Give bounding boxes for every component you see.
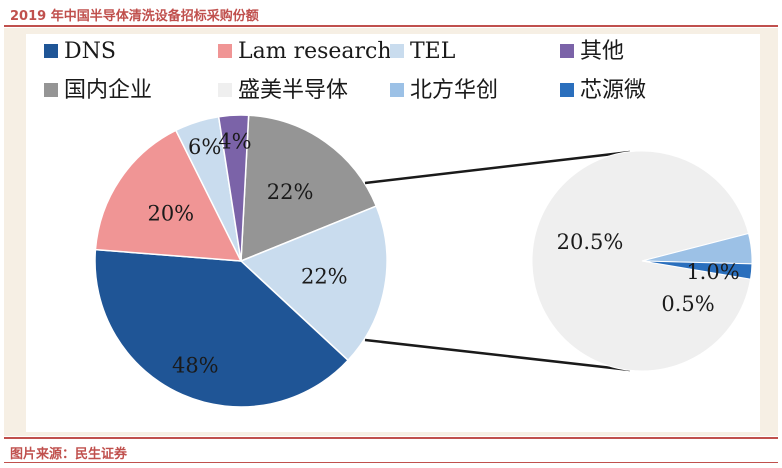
legend-label-item-7: 芯源微: [580, 78, 646, 103]
pie-label-item-0-0: 22%: [267, 180, 314, 204]
breakdown-label-item-0-0: 20.5%: [557, 230, 624, 254]
legend-label-tel: TEL: [410, 39, 456, 64]
legend-label-item-3: 其他: [580, 39, 624, 64]
breakdown-slice-item-0-0: [531, 150, 752, 372]
breakdown-label-item-2-2: 0.5%: [661, 292, 714, 316]
pie-label-dns-2: 48%: [172, 353, 219, 377]
source-note: 图片来源：民生证券: [10, 447, 128, 462]
pie-slice-item-0-0: [240, 114, 378, 263]
pie-label-item-5-5: 4%: [218, 129, 251, 153]
title-bar: 2019 年中国半导体清洗设备招标采购份额: [4, 3, 778, 27]
pie-label-tel-1: 22%: [301, 264, 348, 288]
legend-label-lam-research: Lam research: [238, 39, 392, 64]
legend-swatch-item-6: [390, 83, 404, 97]
connector-line-bottom: [364, 338, 631, 372]
legend-swatch-tel: [390, 44, 404, 58]
pie-slice-dns-2: [94, 248, 350, 408]
legend-label-item-5: 盛美半导体: [238, 78, 348, 103]
legend-label-item-4: 国内企业: [64, 78, 152, 103]
legend-label-item-6: 北方华创: [410, 78, 498, 103]
legend-swatch-dns: [44, 44, 58, 58]
legend-label-dns: DNS: [64, 39, 116, 64]
pie-slice-tel-1: [239, 205, 388, 362]
connector-line-top: [364, 150, 631, 185]
legend-swatch-item-3: [560, 44, 574, 58]
footer-bar: 图片来源：民生证券: [4, 437, 778, 463]
breakdown-slice-item-2-2: [641, 260, 753, 280]
legend-swatch-lam-research: [218, 44, 232, 58]
legend-swatch-item-7: [560, 83, 574, 97]
chart-title: 2019 年中国半导体清洗设备招标采购份额: [10, 9, 259, 24]
breakdown-label-item-1-1: 1.0%: [686, 260, 739, 284]
legend-swatch-item-4: [44, 83, 58, 97]
pie-label-lam-research-3: 20%: [147, 202, 194, 226]
legend-swatch-item-5: [218, 83, 232, 97]
pie-slice-lam-research-3: [94, 129, 243, 262]
pie-label-tel-4: 6%: [188, 135, 221, 159]
pie-slice-item-5-5: [217, 114, 250, 262]
